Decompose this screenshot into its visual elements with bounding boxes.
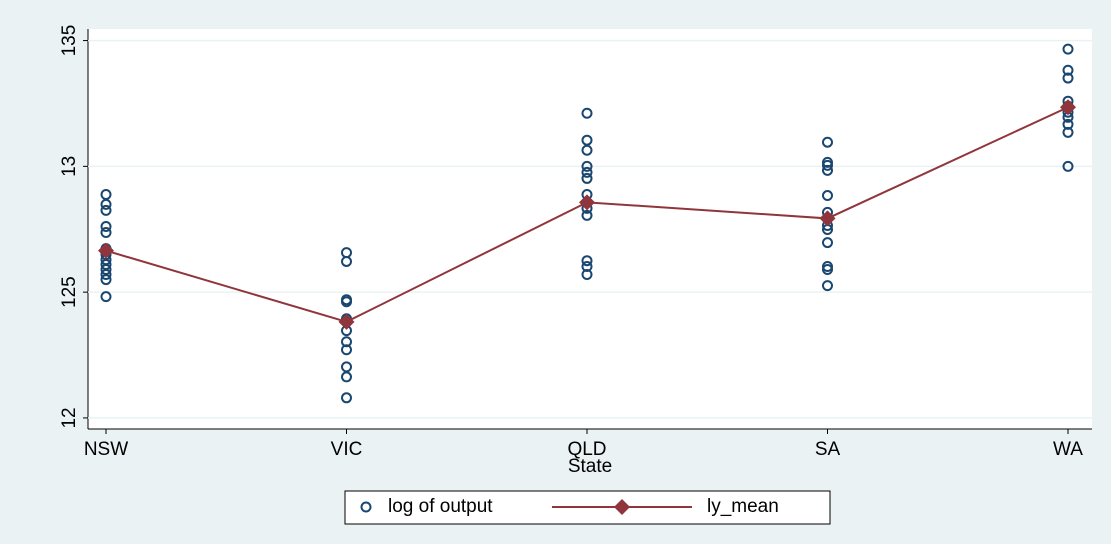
- y-tick-label: 135: [59, 25, 80, 57]
- x-tick-label: QLD: [567, 439, 606, 460]
- mean-marker: [819, 210, 836, 227]
- scatter-point: [581, 172, 593, 184]
- y-tick-label: 13: [59, 156, 80, 177]
- legend-label: log of output: [388, 496, 493, 517]
- legend-label: ly_mean: [707, 496, 779, 517]
- scatter-point: [100, 269, 112, 281]
- scatter-point: [100, 274, 112, 286]
- scatter-point: [1062, 72, 1074, 84]
- x-tick-label: SA: [815, 439, 841, 460]
- scatter-point: [581, 144, 593, 156]
- scatter-point: [581, 209, 593, 221]
- scatter-point: [822, 237, 833, 249]
- scatter-point: [581, 166, 593, 178]
- y-tick-label: 12: [59, 407, 80, 428]
- scatter-point: [822, 280, 833, 292]
- scatter-point: [341, 255, 352, 267]
- scatter-point: [1062, 126, 1074, 138]
- scatter-point: [100, 220, 112, 232]
- scatter-point: [100, 227, 112, 239]
- x-axis-title: State: [568, 456, 612, 477]
- scatter-point: [100, 198, 112, 210]
- scatter-point: [100, 291, 112, 303]
- scatter-point: [822, 164, 833, 176]
- mean-marker: [579, 194, 595, 211]
- plot-area: [88, 29, 1092, 429]
- scatter-point: [1062, 160, 1074, 172]
- mean-marker: [338, 313, 355, 330]
- scatter-point: [581, 160, 593, 172]
- legend-marker: [614, 499, 630, 515]
- scatter-point: [1062, 64, 1074, 76]
- scatter-point: [822, 159, 833, 171]
- scatter-point: [341, 296, 352, 308]
- scatter-point: [822, 190, 833, 202]
- scatter-point: [100, 264, 112, 276]
- x-tick-label: VIC: [331, 439, 363, 460]
- scatter-point: [581, 255, 593, 267]
- scatter-point: [100, 204, 112, 216]
- scatter-point: [822, 264, 833, 276]
- scatter-point: [581, 269, 593, 281]
- mean-marker: [98, 242, 114, 259]
- x-tick-label: WA: [1053, 439, 1083, 460]
- scatter-point: [822, 136, 833, 148]
- scatter-point: [341, 371, 352, 383]
- scatter-point: [581, 107, 593, 119]
- scatter-point: [341, 344, 352, 356]
- mean-marker: [1060, 99, 1076, 116]
- legend-marker: [360, 501, 372, 513]
- x-tick-label: NSW: [84, 439, 128, 460]
- scatter-point: [1062, 43, 1074, 55]
- scatter-point: [100, 258, 112, 270]
- scatter-point: [581, 134, 593, 146]
- scatter-point: [341, 361, 352, 373]
- scatter-point: [341, 392, 352, 404]
- y-tick-label: 125: [59, 276, 80, 308]
